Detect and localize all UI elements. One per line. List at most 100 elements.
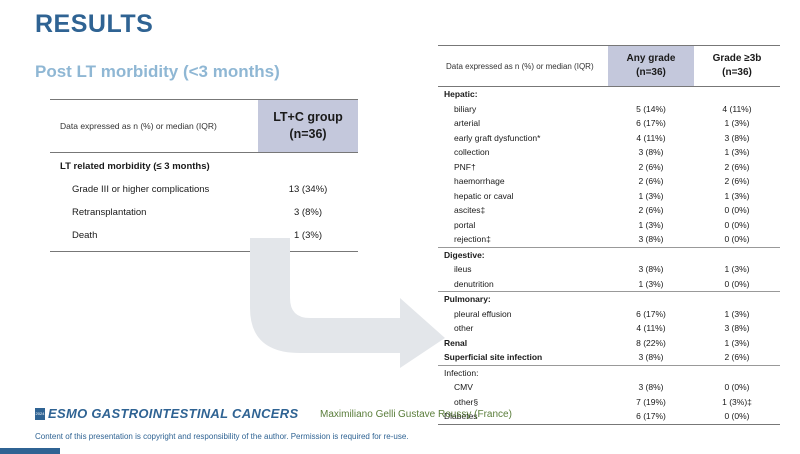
conference-name: ESMO GASTROINTESTINAL CANCERS [48, 406, 299, 421]
table-row: other§ 7 (19%) 1 (3%)‡ [438, 395, 780, 410]
table-note: Data expressed as n (%) or median (IQR) [446, 62, 594, 71]
any-grade-value: 1 (3%) [638, 190, 664, 201]
row-label: ascites‡ [454, 205, 486, 215]
grade-3b-value: 1 (3%) [724, 118, 750, 128]
grade-3b-value: 4 (11%) [722, 103, 752, 114]
any-grade-value: 2 (6%) [638, 205, 664, 215]
grade-3b-value: 2 (6%) [724, 176, 750, 186]
row-label: pleural effusion [454, 308, 512, 319]
table-row: Pulmonary: [438, 291, 780, 307]
table-row: biliary 5 (14%) 4 (11%) [438, 102, 780, 117]
any-grade-value: 2 (6%) [638, 176, 664, 186]
row-label: rejection‡ [454, 234, 491, 244]
table-row: ascites‡ 2 (6%) 0 (0%) [438, 203, 780, 218]
section-heading: LT related morbidity (≤ 3 months) [60, 161, 210, 172]
table-row: PNF† 2 (6%) 2 (6%) [438, 160, 780, 175]
row-label: Hepatic: [444, 89, 478, 99]
conference-logo: 2024 ESMO GASTROINTESTINAL CANCERS [35, 406, 298, 421]
grade-3b-value: 0 (0%) [724, 411, 750, 421]
row-label: Diabetes [444, 411, 478, 421]
table-row: Hepatic: [438, 87, 780, 102]
row-label: Pulmonary: [444, 294, 491, 304]
table-note: Data expressed as n (%) or median (IQR) [60, 121, 217, 131]
grade-3b-value: 1 (3%)‡ [722, 396, 752, 407]
row-label: Digestive: [444, 249, 485, 260]
group-column-header: LT+C group (n=36) [258, 100, 358, 152]
table-row: haemorrhage 2 (6%) 2 (6%) [438, 174, 780, 189]
row-label: Infection: [444, 367, 479, 378]
table-row: Grade III or higher complications 13 (34… [50, 178, 358, 201]
any-grade-value: 3 (8%) [638, 264, 664, 274]
lt-morbidity-table: Data expressed as n (%) or median (IQR) … [50, 99, 358, 252]
table-bottom-rule [50, 247, 358, 252]
column-n: (n=36) [636, 67, 666, 78]
grade-3b-value: 1 (3%) [724, 308, 750, 319]
table-row: denutrition 1 (3%) 0 (0%) [438, 277, 780, 292]
table-row: portal 1 (3%) 0 (0%) [438, 218, 780, 233]
any-grade-column-header: Any grade (n=36) [608, 46, 694, 86]
table-row: collection 3 (8%) 1 (3%) [438, 145, 780, 160]
any-grade-value: 4 (11%) [636, 132, 666, 143]
row-label: Retransplantation [72, 207, 147, 218]
table-row: Diabetes 6 (17%) 0 (0%) [438, 409, 780, 425]
author-name: Maximiliano Gelli [320, 409, 396, 420]
grade-3b-column-header: Grade ≥3b (n=36) [694, 46, 780, 86]
any-grade-value: 1 (3%) [638, 278, 664, 289]
row-label: arterial [454, 118, 480, 128]
grade-3b-value: 0 (0%) [724, 205, 750, 215]
row-label: ileus [454, 264, 472, 274]
slide-subtitle: Post LT morbidity (<3 months) [35, 62, 280, 81]
grade-3b-value: 0 (0%) [724, 278, 750, 289]
any-grade-value: 4 (11%) [636, 323, 666, 333]
any-grade-value: 5 (14%) [636, 103, 666, 114]
grade-3b-value: 0 (0%) [724, 219, 750, 230]
row-label: denutrition [454, 278, 494, 289]
table-header: Data expressed as n (%) or median (IQR) … [438, 45, 780, 87]
grade-3b-value: 1 (3%) [724, 147, 750, 157]
grade-3b-value: 3 (8%) [724, 323, 750, 333]
table-row: Retransplantation 3 (8%) [50, 201, 358, 224]
grade-3b-value: 1 (3%) [724, 264, 750, 274]
table-row: Infection: [438, 364, 780, 381]
grade-3b-value: 2 (6%) [724, 161, 750, 172]
table-row: pleural effusion 6 (17%) 1 (3%) [438, 307, 780, 322]
grade-3b-value: 3 (8%) [724, 132, 750, 143]
table-row: CMV 3 (8%) 0 (0%) [438, 380, 780, 395]
row-label: other [454, 323, 474, 333]
row-label: Renal [444, 337, 468, 348]
table-row: Digestive: [438, 246, 780, 263]
row-value: 1 (3%) [294, 230, 322, 241]
group-name: LT+C group [273, 110, 343, 124]
row-label: Grade III or higher complications [72, 184, 210, 195]
any-grade-value: 3 (8%) [638, 234, 664, 244]
any-grade-value: 3 (8%) [638, 352, 664, 362]
table-row: hepatic or caval 1 (3%) 1 (3%) [438, 189, 780, 204]
curved-arrow-icon [250, 238, 445, 368]
grade-3b-value: 1 (3%) [724, 190, 750, 201]
corner-accent-bar [0, 448, 60, 454]
row-label: early graft dysfunction* [454, 132, 541, 143]
grade-3b-value: 0 (0%) [724, 382, 750, 392]
group-n: (n=36) [289, 127, 327, 141]
grade-3b-value: 1 (3%) [724, 337, 750, 348]
table-row: ileus 3 (8%) 1 (3%) [438, 262, 780, 277]
table-row: Renal 8 (22%) 1 (3%) [438, 336, 780, 351]
table-header: Data expressed as n (%) or median (IQR) … [50, 99, 358, 153]
row-value: 3 (8%) [294, 207, 322, 218]
row-label: collection [454, 147, 490, 157]
grade-3b-value: 0 (0%) [724, 234, 750, 244]
column-title: Grade ≥3b [712, 53, 762, 64]
any-grade-value: 3 (8%) [638, 382, 664, 392]
row-label: biliary [454, 103, 477, 114]
grade-3b-value: 2 (6%) [724, 352, 750, 362]
row-label: haemorrhage [454, 176, 505, 186]
author-institution: Gustave Roussy (France) [398, 409, 512, 420]
row-label: portal [454, 219, 476, 230]
any-grade-value: 6 (17%) [636, 118, 666, 128]
any-grade-value: 8 (22%) [636, 337, 666, 348]
any-grade-value: 7 (19%) [636, 396, 666, 407]
table-row: Superficial site infection 3 (8%) 2 (6%) [438, 350, 780, 365]
row-label: Death [72, 230, 98, 241]
any-grade-value: 2 (6%) [638, 161, 664, 172]
column-n: (n=36) [722, 67, 752, 78]
